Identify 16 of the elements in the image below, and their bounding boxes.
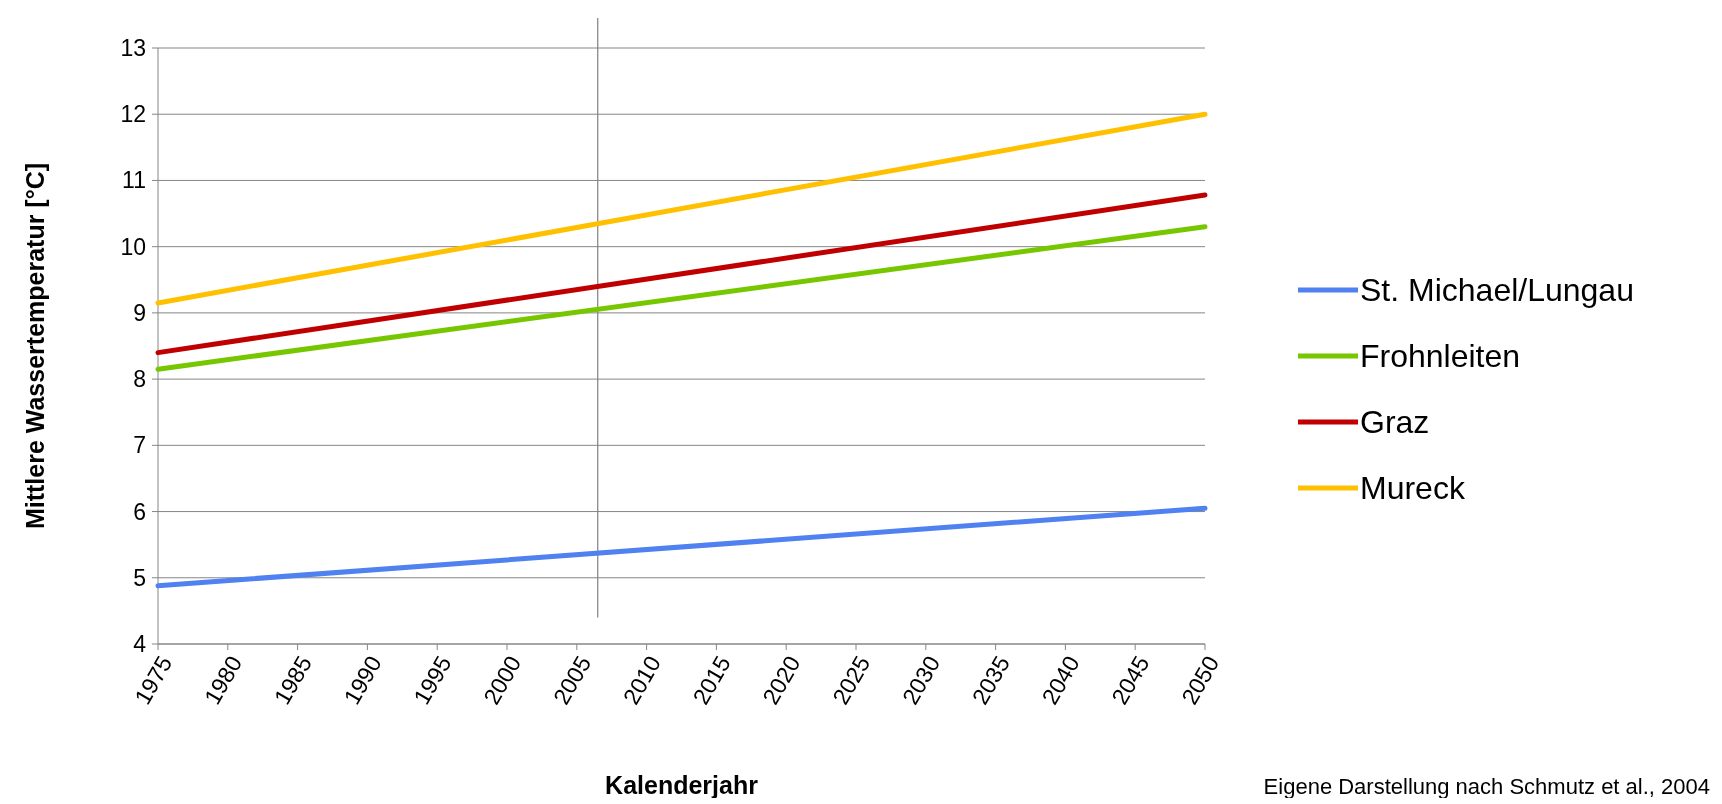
y-tick-label: 11 xyxy=(122,167,146,194)
legend-label: Mureck xyxy=(1360,470,1466,507)
legend-label: St. Michael/Lungau xyxy=(1360,272,1634,309)
y-tick-label: 7 xyxy=(133,432,146,459)
y-tick-label: 9 xyxy=(133,299,146,326)
legend-label: Frohnleiten xyxy=(1360,338,1521,375)
text: Eigene Darstellung nach Schmutz et al., 2004 xyxy=(1263,774,1710,799)
y-tick-label: 8 xyxy=(133,366,146,393)
y-tick-label: 4 xyxy=(133,631,147,658)
y-tick-label: 13 xyxy=(120,35,146,62)
y-tick-label: 12 xyxy=(120,101,146,128)
y-tick-label: 10 xyxy=(120,233,146,260)
y-tick-label: 5 xyxy=(133,564,146,591)
legend-label: Graz xyxy=(1360,404,1430,441)
y-tick-label: 6 xyxy=(133,498,146,525)
y-axis-title: Mittlere Wassertemperatur [°C] xyxy=(21,162,49,530)
